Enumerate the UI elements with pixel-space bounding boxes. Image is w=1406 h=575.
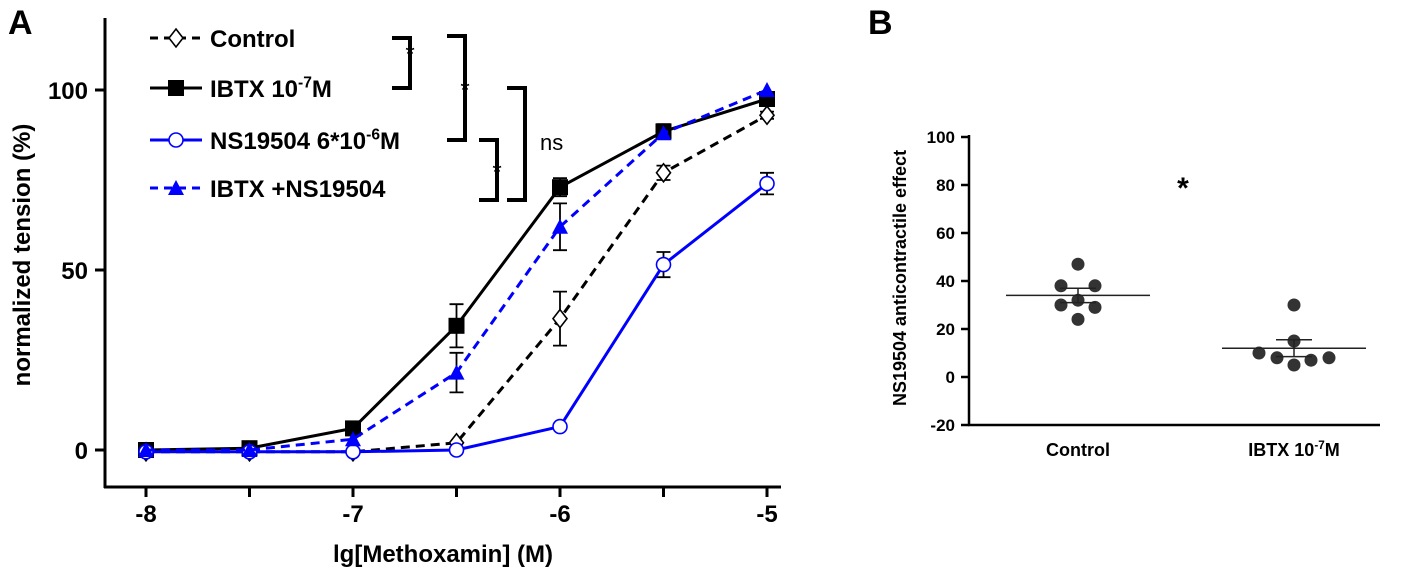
panel-label-b: B	[868, 4, 893, 42]
data-point	[448, 317, 465, 334]
data-point	[1071, 312, 1085, 326]
y-tick-label: 100	[927, 128, 955, 147]
data-point	[758, 104, 776, 126]
significance-label: *	[460, 77, 469, 104]
data-point	[345, 420, 361, 437]
y-tick-label: 100	[48, 78, 88, 105]
series-0	[137, 104, 776, 463]
data-point	[345, 431, 361, 447]
data-point	[1287, 358, 1301, 372]
series-3	[138, 82, 775, 457]
significance-bracket	[479, 138, 499, 202]
y-axis-label: NS19504 anticontractile effect	[890, 150, 910, 406]
data-point	[1054, 298, 1068, 312]
x-tick-label: -6	[549, 501, 570, 528]
y-tick-label: -20	[930, 416, 955, 435]
legend-label: IBTX 10-7M	[210, 74, 332, 103]
data-point	[1054, 279, 1068, 293]
data-point	[655, 162, 672, 184]
data-point	[1088, 300, 1102, 314]
data-point	[1088, 279, 1102, 293]
x-tick-label: -5	[756, 501, 777, 528]
legend-label: Control	[210, 26, 295, 53]
legend-marker	[167, 27, 185, 49]
x-category-label: IBTX 10-7M	[1248, 439, 1339, 460]
data-point	[759, 82, 775, 97]
significance-label: ns	[540, 130, 563, 155]
significance-bracket	[507, 86, 527, 202]
data-point	[345, 443, 361, 460]
data-point	[1252, 346, 1266, 360]
x-tick-label: -7	[342, 501, 363, 528]
series-line	[146, 113, 768, 454]
group-0	[1006, 257, 1150, 326]
data-point	[1322, 351, 1336, 365]
y-tick-label: 50	[61, 258, 88, 285]
data-point	[1304, 353, 1318, 367]
y-tick-label: 40	[936, 272, 955, 291]
significance-label: *	[492, 159, 501, 186]
y-tick-label: 80	[936, 176, 955, 195]
y-tick-label: 20	[936, 320, 955, 339]
y-tick-label: 60	[936, 224, 955, 243]
legend-label: IBTX +NS19504	[210, 176, 386, 203]
significance-bracket	[392, 36, 412, 90]
panel-a-chart: 0 50 100 -8 -7 -6 -5 lg[Methoxamin] (M) normaliz…	[9, 18, 781, 568]
data-point	[241, 442, 258, 457]
data-point	[655, 125, 672, 141]
panel-label-a: A	[8, 4, 33, 42]
y-tick-label: 0	[75, 438, 88, 465]
data-point	[138, 442, 154, 457]
data-point	[448, 442, 465, 458]
y-axis-label: normalized tension (%)	[9, 124, 36, 387]
legend-marker	[168, 80, 184, 96]
significance-bracket	[447, 34, 467, 142]
y-tick-label: 0	[946, 368, 955, 387]
data-point	[552, 418, 568, 435]
data-point	[1287, 298, 1301, 312]
x-category-label: Control	[1046, 440, 1110, 460]
data-point	[448, 364, 465, 380]
data-point	[655, 256, 672, 273]
significance-label: *	[405, 41, 414, 68]
data-point	[1270, 351, 1284, 365]
x-axis-label: lg[Methoxamin] (M)	[333, 541, 553, 568]
significance-label: *	[1177, 172, 1189, 205]
data-point	[552, 218, 568, 234]
data-point	[552, 179, 568, 196]
legend-marker	[168, 132, 184, 148]
sem-bar	[1276, 339, 1312, 358]
legend-marker	[168, 180, 184, 195]
group-1	[1222, 298, 1366, 372]
sem-bar	[1060, 287, 1096, 304]
data-point	[1071, 257, 1085, 271]
panel-b-chart: -20 0 20 40 60 80 100 NS19504 anticontractile e…	[890, 128, 1380, 460]
legend-label: NS19504 6*10-6M	[210, 126, 400, 155]
x-tick-label: -8	[135, 501, 156, 528]
data-point	[759, 175, 775, 192]
data-point	[551, 308, 569, 329]
